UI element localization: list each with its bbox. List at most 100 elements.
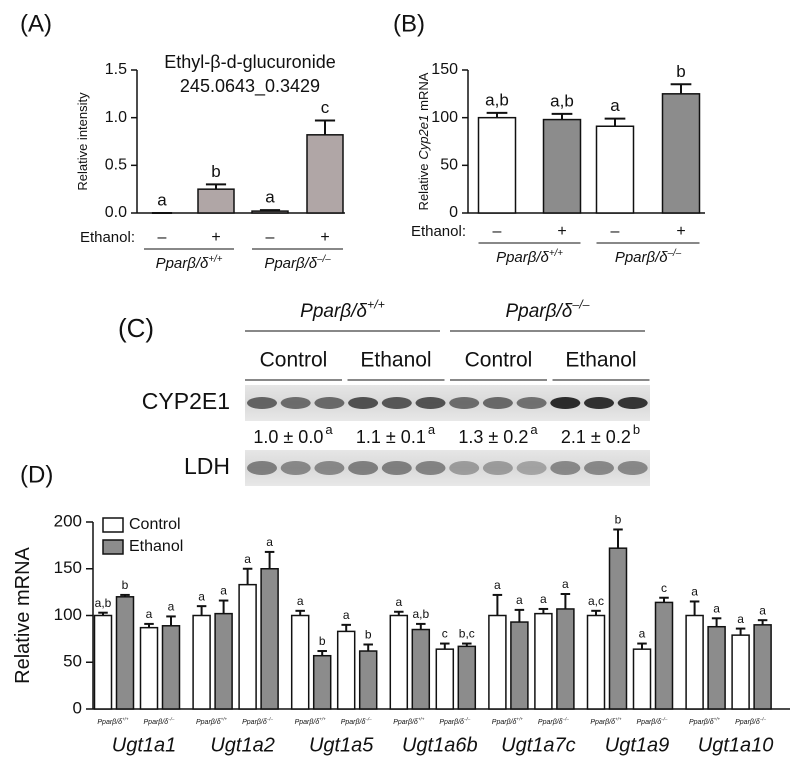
- genotype-name: Pparβ/δ: [538, 719, 563, 726]
- bar: [435, 648, 455, 710]
- value-label: a: [540, 592, 547, 606]
- value-label: a: [168, 600, 175, 614]
- blot-band: [314, 397, 345, 409]
- genotype-name: Pparβ/δ: [590, 719, 615, 726]
- genotype-name: Pparβ/δ: [156, 255, 209, 272]
- bar: [731, 634, 750, 710]
- bar: [139, 626, 159, 710]
- x-tick-label: +: [676, 223, 685, 240]
- y-tick-label: 50: [63, 652, 82, 671]
- genotype-name: Pparβ/δ: [295, 719, 320, 726]
- quantification: 1.0 ± 0.0 a: [253, 422, 333, 446]
- value-label: b,c: [459, 627, 475, 641]
- blot-row-label: LDH: [184, 453, 230, 479]
- genotype-superscript: +/+: [516, 717, 523, 722]
- blot-band: [516, 461, 547, 475]
- blot-band: [247, 397, 277, 409]
- blot-band: [247, 461, 277, 475]
- blot-band: [449, 461, 480, 475]
- genotype-label: Pparβ/δ+/+: [300, 298, 385, 322]
- y-axis-label-part: Relative: [416, 163, 431, 210]
- bar: [753, 624, 772, 710]
- value-label: c: [661, 581, 667, 595]
- bar: [389, 614, 409, 710]
- genotype-label: Pparβ/δ+/+: [496, 247, 563, 266]
- x-tick-label: +: [320, 229, 329, 246]
- blot-band: [584, 461, 614, 475]
- x-tick-label: –: [266, 229, 275, 246]
- genotype-label: Pparβ/δ+/+: [97, 717, 129, 726]
- bar: [654, 601, 674, 710]
- bar: [534, 612, 553, 710]
- gene-label: Ugt1a6b: [402, 734, 478, 756]
- quantification: 1.3 ± 0.2 a: [458, 422, 538, 446]
- gene-label: Ugt1a1: [112, 734, 177, 756]
- quantification-value: 1.0 ± 0.0: [253, 427, 323, 447]
- blot-band: [482, 397, 513, 409]
- y-tick-label: 50: [440, 157, 458, 174]
- value-label: b: [319, 634, 326, 648]
- value-label: a: [610, 96, 620, 115]
- genotype-label: Pparβ/δ+/+: [295, 717, 327, 726]
- quantification: 1.1 ± 0.1 a: [356, 422, 436, 446]
- genotype-name: Pparβ/δ: [144, 719, 169, 726]
- blot-band: [415, 461, 446, 475]
- value-label: a: [516, 593, 523, 607]
- bar: [115, 596, 135, 710]
- y-tick-label: 200: [54, 511, 82, 530]
- genotype-label: Pparβ/δ+/+: [393, 717, 425, 726]
- bar: [336, 630, 356, 710]
- chart-title: Ethyl-β-d-glucuronide: [164, 52, 335, 72]
- value-label: a: [157, 190, 167, 209]
- genotype-name: Pparβ/δ: [735, 719, 760, 726]
- gene-label: Ugt1a10: [698, 734, 774, 756]
- bar: [251, 210, 289, 214]
- genotype-name: Pparβ/δ: [97, 719, 122, 726]
- genotype-superscript: –/–: [759, 717, 767, 722]
- y-tick-label: 0.0: [105, 204, 127, 221]
- genotype-superscript: +/+: [208, 253, 222, 264]
- genotype-label: Pparβ/δ+/+: [689, 717, 721, 726]
- genotype-superscript: +/+: [418, 717, 425, 722]
- value-label: a,b: [95, 596, 112, 610]
- blot-band: [381, 397, 412, 409]
- legend-swatch: [102, 539, 124, 555]
- genotype-label: Pparβ/δ+/+: [196, 717, 228, 726]
- genotype-superscript: +/+: [549, 247, 563, 258]
- genotype-label: Pparβ/δ–/–: [439, 717, 470, 726]
- value-label: a: [244, 552, 251, 566]
- panel-label: (D): [20, 461, 53, 488]
- genotype-superscript: +/+: [714, 717, 721, 722]
- panel-label: (A): [20, 10, 52, 37]
- blot-membrane: [245, 450, 650, 486]
- value-label: a: [297, 594, 304, 608]
- quantification-value: 1.1 ± 0.1: [356, 427, 426, 447]
- genotype-name: Pparβ/δ: [439, 719, 464, 726]
- genotype-label: Pparβ/δ–/–: [506, 298, 590, 322]
- legend-swatch: [102, 517, 124, 533]
- bar: [312, 654, 332, 710]
- bar: [290, 614, 310, 710]
- genotype-label: Pparβ/δ–/–: [637, 717, 668, 726]
- genotype-name: Pparβ/δ: [637, 719, 662, 726]
- row-label: Ethanol:: [80, 229, 135, 246]
- y-tick-label: 0: [449, 204, 458, 221]
- bar: [411, 628, 431, 710]
- value-label: a: [146, 607, 153, 621]
- genotype-superscript: +/+: [221, 717, 228, 722]
- bar: [260, 568, 279, 710]
- genotype-label: Pparβ/δ–/–: [735, 717, 766, 726]
- gene-label: Ugt1a2: [210, 734, 275, 756]
- y-axis-label-part: Relative mRNA: [12, 546, 34, 683]
- value-label: a,c: [588, 594, 604, 608]
- condition-label: Control: [260, 349, 328, 372]
- y-tick-label: 150: [54, 558, 82, 577]
- y-tick-label: 1.0: [105, 109, 127, 126]
- bar: [192, 614, 211, 710]
- genotype-name: Pparβ/δ: [341, 719, 366, 726]
- y-axis-label: Relative Cyp2e1 mRNA: [416, 72, 431, 210]
- value-label: a: [266, 535, 273, 549]
- value-label: a,b: [412, 607, 429, 621]
- bar: [488, 614, 507, 710]
